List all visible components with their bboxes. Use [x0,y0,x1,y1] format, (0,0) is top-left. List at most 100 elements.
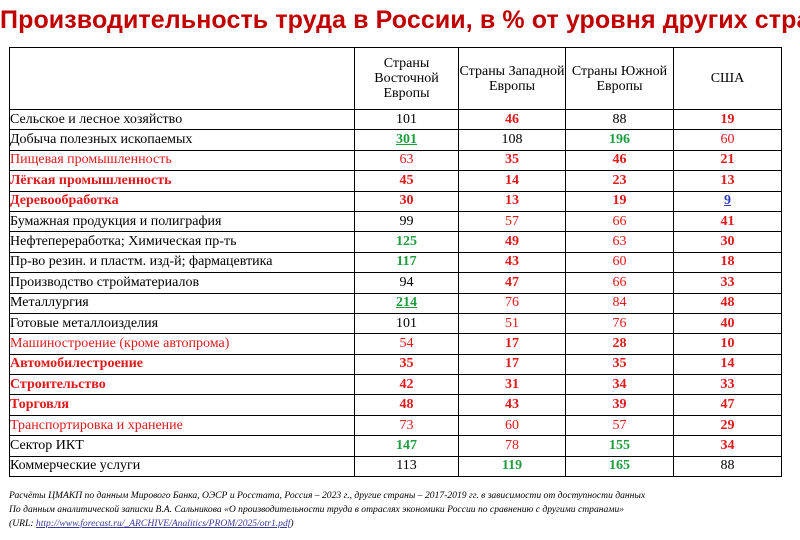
value-cell: 48 [354,394,459,416]
industry-name: Деревообработка [9,190,355,212]
value-cell: 40 [673,312,782,335]
value-text: 84 [612,295,627,311]
value-cell: 19 [565,190,674,212]
value-text: 99 [399,213,414,229]
table-row: Производство стройматериалов 94 47 66 33 [9,272,782,294]
column-header: Страны Западной Европы [458,47,566,110]
value-text: 108 [501,132,523,148]
table-row: Металлургия 214 76 84 48 [9,292,782,314]
table-row: Сельское и лесное хозяйство 101 46 88 19 [9,108,782,131]
value-cell: 17 [458,353,566,376]
source-link[interactable]: http://www.forecast.ru/_ARCHIVE/Analitic… [35,518,291,529]
value-cell: 31 [458,374,566,396]
value-cell: 41 [673,210,782,233]
value-text: 60 [612,254,627,270]
value-text: 28 [612,335,627,351]
value-text: 18 [720,254,735,270]
value-cell: 47 [458,272,566,294]
value-cell: 42 [354,374,459,396]
value-cell: 66 [565,272,674,294]
value-cell: 66 [565,210,674,233]
value-text: 51 [505,315,519,331]
header-industry [9,47,355,110]
value-text: 31 [505,376,519,392]
value-cell: 147 [354,435,459,457]
value-text: 165 [609,458,630,474]
value-cell: 18 [673,251,782,274]
table-body: Сельское и лесное хозяйство 101 46 88 19 Добы… [9,108,782,478]
value-cell: 125 [354,231,459,253]
value-text: 88 [612,111,627,127]
industry-name: Коммерческие услуги [9,455,355,478]
industry-name: Машиностроение (кроме автопрома) [9,333,355,355]
value-text: 42 [399,376,414,392]
productivity-table: Страны Восточной Европы Страны Западной … [9,47,782,478]
value-text: 43 [505,254,519,270]
value-cell: 88 [565,108,674,131]
value-cell: 33 [673,272,782,294]
value-cell: 43 [458,251,566,274]
value-cell: 46 [565,149,674,172]
industry-name: Сельское и лесное хозяйство [9,108,355,131]
value-cell: 39 [565,394,674,416]
value-text: 17 [505,356,519,372]
value-cell: 60 [565,251,674,274]
value-text: 14 [720,356,735,372]
value-cell: 108 [458,129,566,151]
value-cell: 13 [673,170,782,192]
value-cell: 10 [673,333,782,355]
industry-name: Лёгкая промышленность [9,170,355,192]
value-cell: 101 [354,312,459,335]
value-text: 54 [399,335,414,351]
value-text: 49 [505,234,519,250]
value-text: 119 [501,458,523,474]
value-text: 125 [396,234,417,250]
value-cell: 46 [458,108,566,131]
value-text: 9 [724,193,731,209]
value-cell: 33 [673,374,782,396]
value-cell: 48 [673,292,782,314]
table-row: Транспортировка и хранение 73 60 57 29 [9,414,782,437]
value-text: 30 [399,193,414,209]
table-row: Торговля 48 43 39 47 [9,394,782,416]
industry-name: Пр-во резин. и пластм. изд-й; фармацевти… [9,251,355,274]
value-text: 47 [505,274,519,290]
value-text: 60 [505,417,519,433]
value-cell: 63 [354,149,459,172]
value-cell: 34 [565,374,674,396]
table-row: Сектор ИКТ 147 78 155 34 [9,435,782,457]
value-cell: 13 [458,190,566,212]
industry-name: Торговля [9,394,355,416]
value-text: 30 [720,234,735,250]
value-text: 45 [399,172,414,188]
value-cell: 94 [354,272,459,294]
value-cell: 165 [565,455,674,478]
value-text: 35 [612,356,627,372]
value-text: 66 [612,274,627,290]
industry-name: Бумажная продукция и полиграфия [9,210,355,233]
value-cell: 119 [458,455,566,478]
value-text: 39 [612,397,627,413]
value-cell: 35 [458,149,566,172]
value-cell: 76 [458,292,566,314]
value-cell: 30 [673,231,782,253]
industry-name: Нефтепереработка; Химическая пр-ть [9,231,355,253]
table-row: Строительство 42 31 34 33 [9,374,782,396]
column-header: США [673,47,782,110]
industry-name: Сектор ИКТ [9,435,355,457]
industry-name: Добыча полезных ископаемых [9,129,355,151]
value-text: 214 [396,295,417,311]
value-text: 33 [720,274,735,290]
value-text: 34 [612,376,627,392]
table-row: Автомобилестроение 35 17 35 14 [9,353,782,376]
value-cell: 60 [673,129,782,151]
value-cell: 301 [354,129,459,151]
value-text: 301 [396,132,417,148]
value-cell: 43 [458,394,566,416]
value-text: 57 [505,213,519,229]
value-cell: 23 [565,170,674,192]
value-text: 47 [720,397,735,413]
footnote-url-prefix: (URL: [9,518,36,529]
column-header: Страны Восточной Европы [354,47,459,110]
table-row: Пищевая промышленность 63 35 46 21 [9,149,782,172]
